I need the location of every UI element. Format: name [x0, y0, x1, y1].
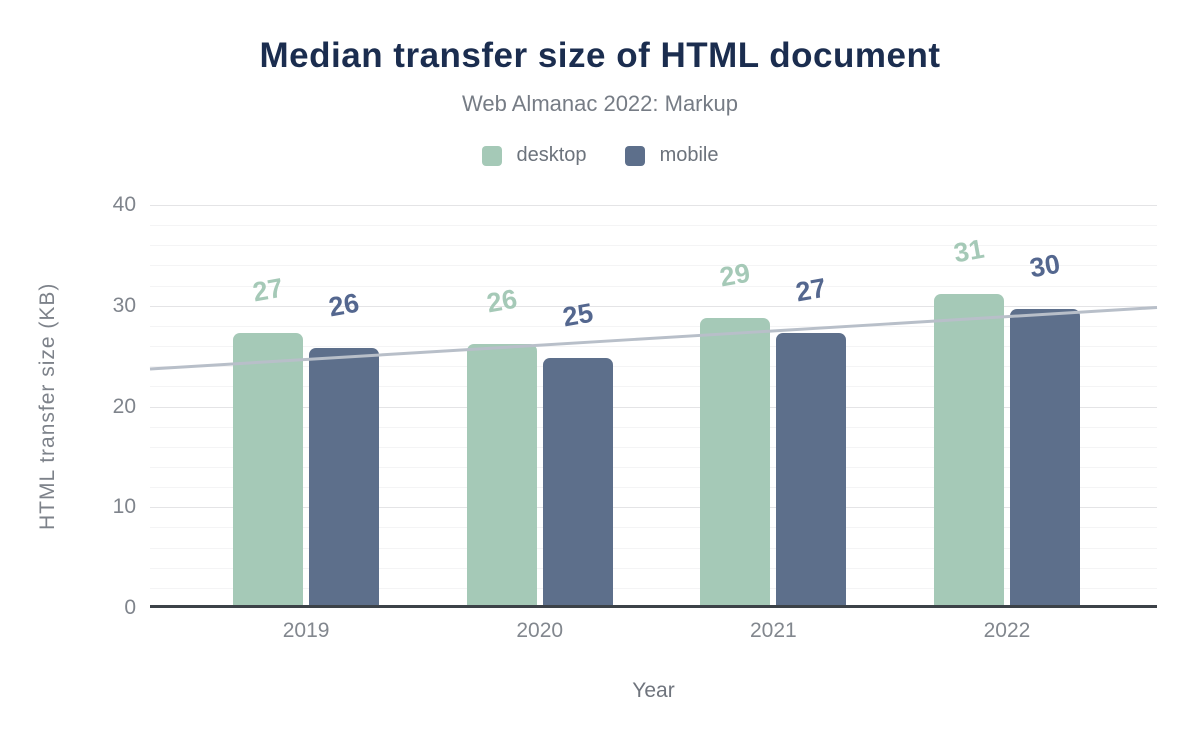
- bar-group-2019: 27 26: [233, 273, 380, 605]
- bar-mobile-2021: [776, 332, 847, 605]
- gridline-minor: [150, 527, 1157, 529]
- bar-group-2022: 31 30: [933, 233, 1080, 605]
- bar-wrap-desktop-2020: 26: [466, 284, 537, 605]
- bar-desktop-2019: [233, 332, 304, 605]
- y-tick-label: 20: [112, 394, 136, 418]
- chart-title: Median transfer size of HTML document: [259, 36, 941, 75]
- plot-area: 27 26 26 25 29 27 31 30: [149, 205, 1158, 608]
- bar-group-2021: 29 27: [700, 258, 847, 605]
- bar-mobile-2020: [542, 358, 613, 605]
- mobile-series-swatch: [624, 145, 645, 166]
- legend-item-mobile: mobile: [624, 144, 719, 167]
- trendline-path: [149, 306, 1158, 371]
- desktop-series-swatch: [481, 145, 502, 166]
- bar-wrap-mobile-2022: 30: [1009, 248, 1080, 605]
- y-tick-label: 40: [112, 193, 136, 216]
- bar-mobile-2019: [309, 348, 380, 605]
- bar-desktop-2021: [700, 317, 771, 605]
- gridline-minor: [150, 426, 1157, 428]
- y-tick-label: 30: [112, 293, 136, 317]
- bar-wrap-desktop-2021: 29: [700, 258, 771, 605]
- gridline-minor: [150, 245, 1157, 247]
- bar-wrap-desktop-2019: 27: [233, 273, 304, 605]
- x-tick-label: 2019: [282, 619, 330, 642]
- gridline-major: [150, 507, 1157, 509]
- x-axis-ticks: 2019 2020 2021 2022: [150, 619, 1157, 645]
- bar-desktop-2020: [466, 344, 537, 605]
- gridline-major: [150, 205, 1157, 206]
- gridline-minor: [150, 265, 1157, 267]
- legend: desktop mobile: [0, 144, 1200, 167]
- x-tick-label: 2021: [749, 619, 797, 642]
- y-tick-label: 10: [112, 495, 136, 519]
- gridline-major: [150, 305, 1157, 307]
- gridline-minor: [150, 225, 1157, 227]
- gridline-minor: [150, 325, 1157, 327]
- x-axis-title: Year: [632, 679, 675, 702]
- x-tick-label: 2020: [516, 619, 564, 642]
- gridline-minor: [150, 386, 1157, 388]
- gridline-minor: [150, 487, 1157, 489]
- x-tick-label: 2022: [983, 619, 1031, 642]
- bar-mobile-2022: [1009, 308, 1080, 605]
- legend-label-mobile: mobile: [659, 144, 719, 166]
- y-tick-label: 0: [124, 596, 136, 619]
- bar-wrap-mobile-2019: 26: [309, 288, 380, 605]
- legend-item-desktop: desktop: [481, 144, 587, 167]
- bar-wrap-mobile-2021: 27: [776, 273, 847, 605]
- bar-desktop-2022: [933, 293, 1004, 605]
- chart-subtitle: Web Almanac 2022: Markup: [462, 91, 738, 116]
- bar-group-2020: 26 25: [466, 284, 613, 605]
- bar-wrap-desktop-2022: 31: [933, 233, 1004, 605]
- gridline-minor: [150, 366, 1157, 368]
- gridline-minor: [150, 346, 1157, 348]
- gridline-minor: [150, 285, 1157, 287]
- y-axis-ticks: 0 10 20 30 40: [0, 193, 136, 619]
- legend-label-desktop: desktop: [516, 144, 587, 166]
- trendline: [149, 306, 1158, 371]
- gridline-major: [150, 406, 1157, 408]
- bars-layer: 27 26 26 25 29 27 31 30: [150, 205, 1157, 605]
- grid-layer: [150, 205, 1157, 605]
- gridline-minor: [150, 587, 1157, 589]
- gridline-minor: [150, 547, 1157, 549]
- bar-wrap-mobile-2020: 25: [542, 298, 613, 605]
- gridline-minor: [150, 466, 1157, 468]
- gridline-minor: [150, 446, 1157, 448]
- gridline-minor: [150, 567, 1157, 569]
